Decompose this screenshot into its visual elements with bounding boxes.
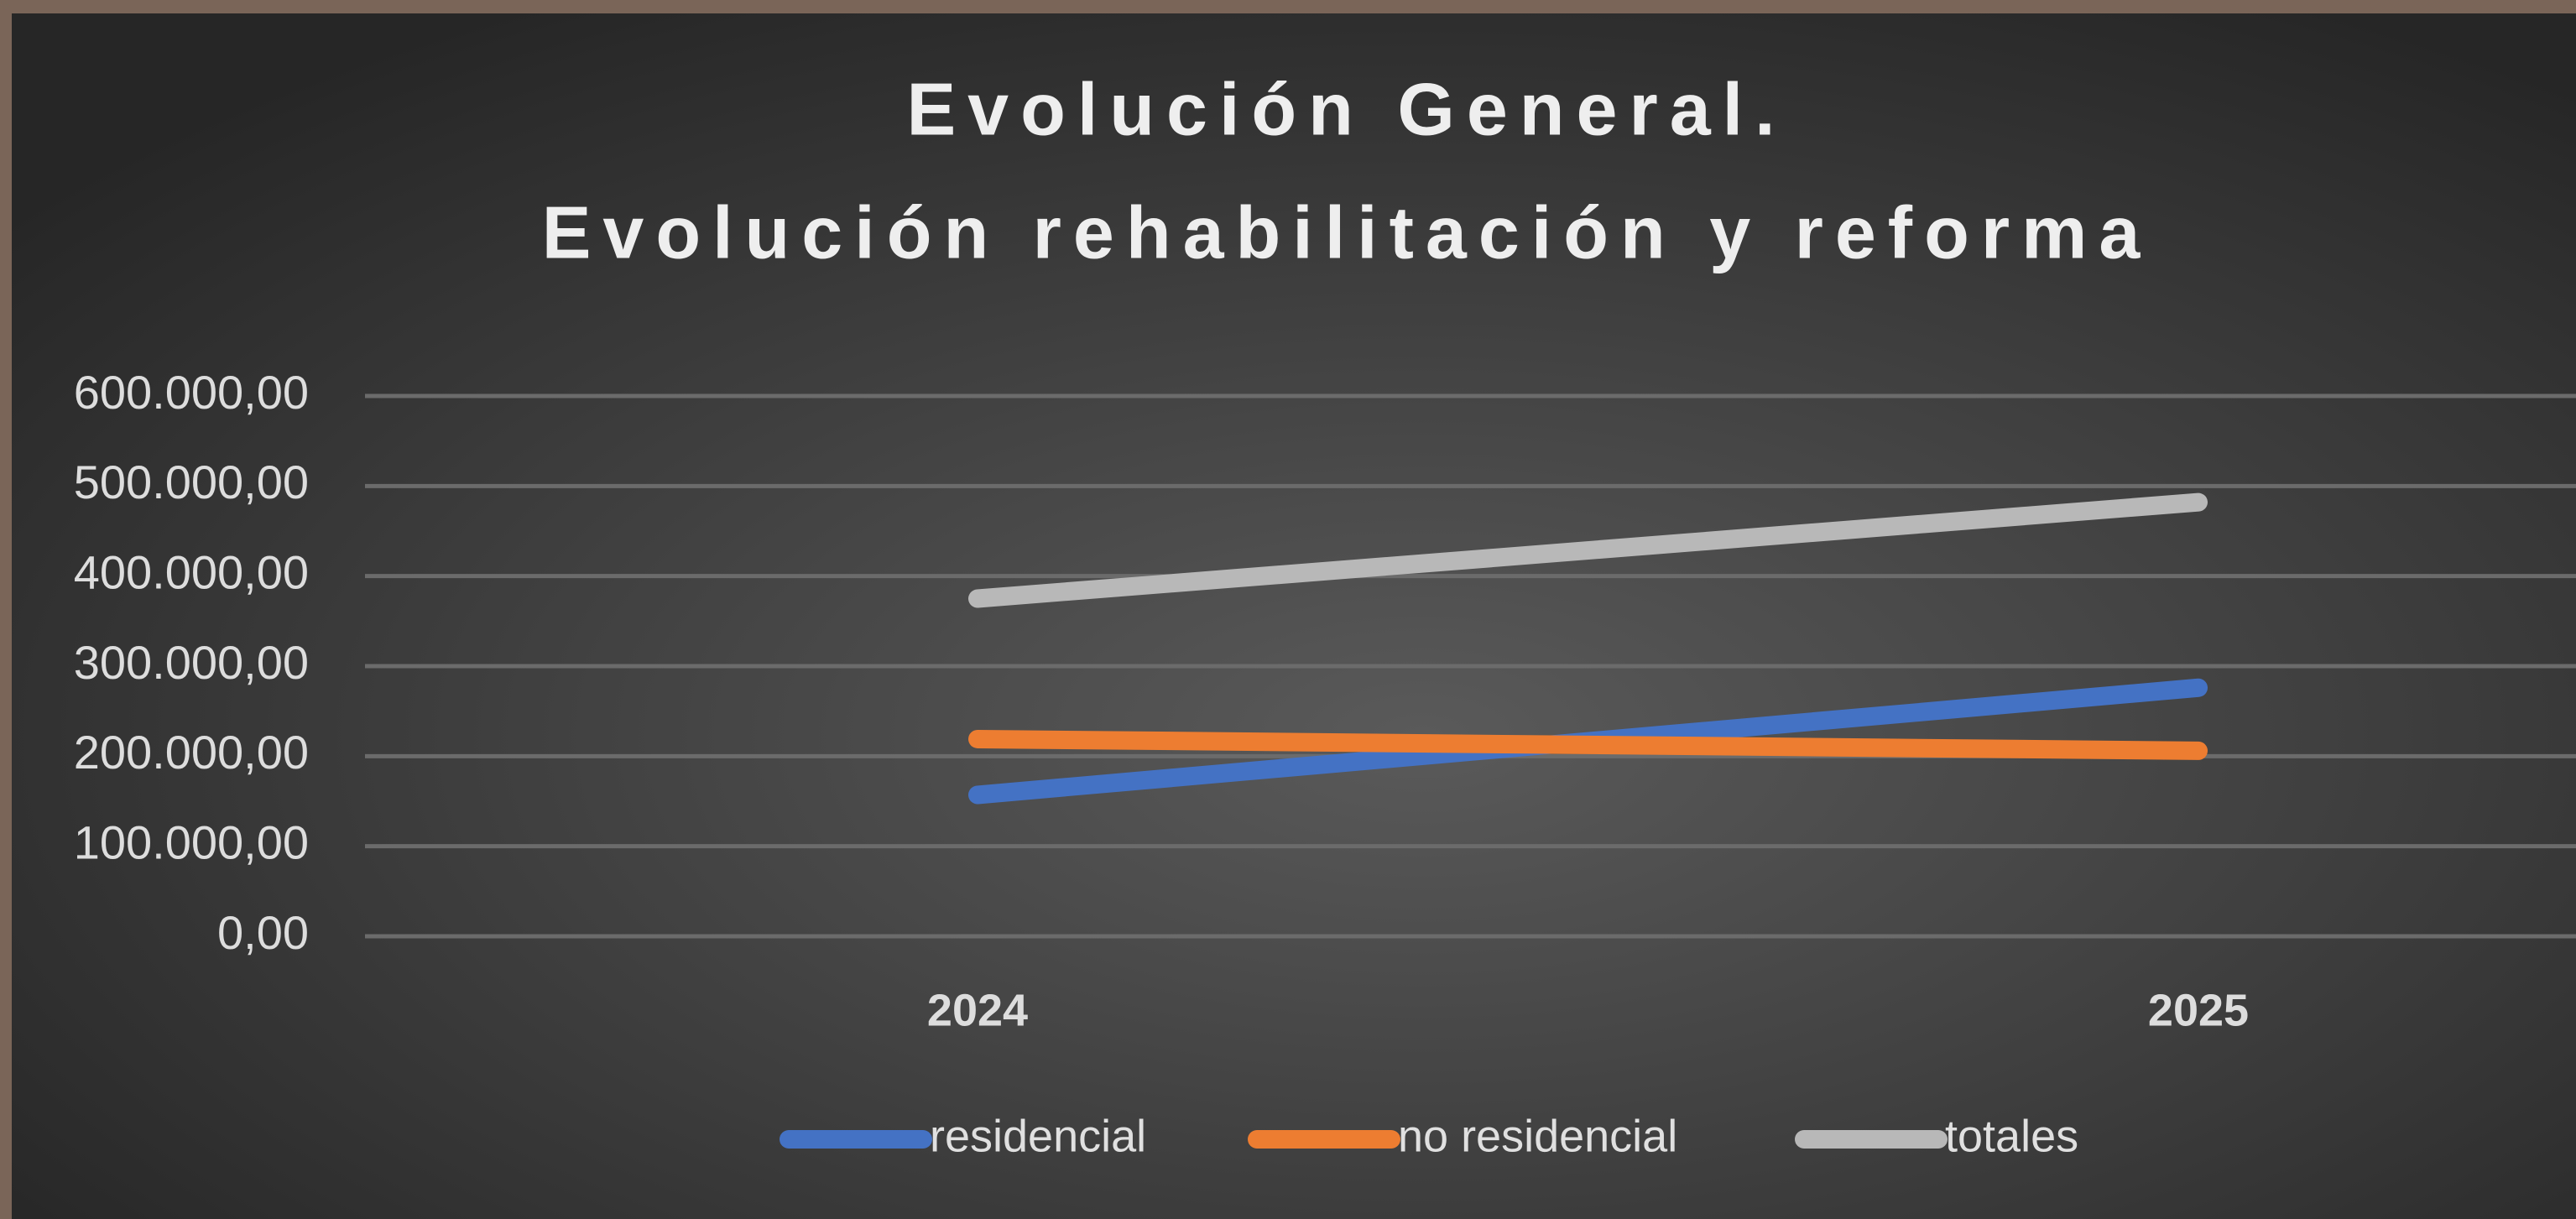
y-tick-label: 100.000,00 [74, 815, 309, 868]
y-tick-label: 600.000,00 [74, 366, 309, 419]
series-line [968, 492, 2208, 608]
series-line [968, 729, 2208, 760]
legend-label: totales [1945, 1111, 2078, 1161]
legend-label: residencial [930, 1111, 1146, 1161]
y-tick-label: 200.000,00 [74, 726, 309, 779]
chart-subtitle: Evolución rehabilitación y reforma [542, 190, 2152, 273]
y-tick-label: 400.000,00 [74, 545, 309, 598]
y-tick-label: 0,00 [217, 906, 309, 959]
legend-label: no residencial [1398, 1111, 1677, 1161]
chart-title: Evolución General. [906, 67, 1786, 150]
y-tick-label: 500.000,00 [74, 456, 309, 508]
y-tick-label: 300.000,00 [74, 636, 309, 689]
x-tick-label: 2025 [2148, 985, 2249, 1035]
background [12, 13, 2576, 1219]
x-tick-label: 2024 [927, 985, 1028, 1035]
